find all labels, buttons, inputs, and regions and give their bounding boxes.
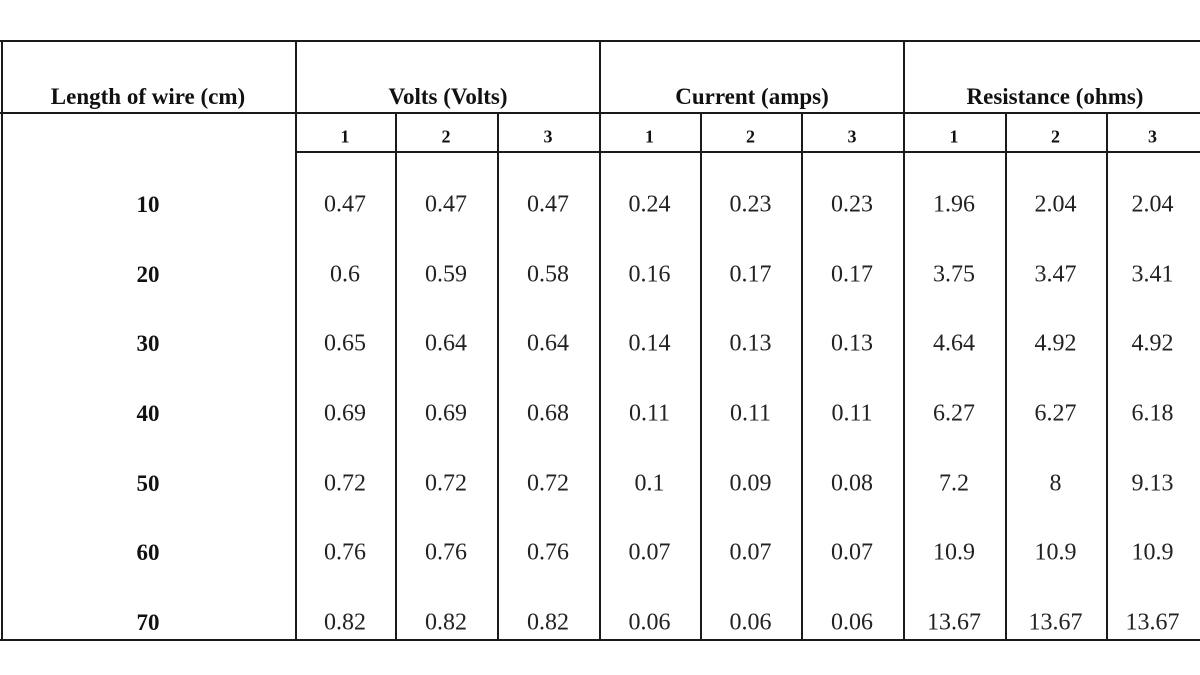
table-cell: 3.41	[1131, 261, 1174, 288]
table-cell: 4.92	[1131, 330, 1174, 357]
table-left-border	[1, 40, 3, 639]
table-cell: 0.07	[729, 539, 772, 566]
table-cell: 0.72	[324, 470, 366, 497]
table-cell: 0.72	[425, 470, 467, 497]
table-cell: 0.07	[628, 539, 671, 566]
row-length: 20	[136, 262, 160, 287]
group-divider	[295, 40, 297, 639]
table-cell: 10.9	[1034, 539, 1077, 566]
table-cell: 0.08	[831, 470, 873, 497]
row-length: 70	[136, 610, 160, 635]
subheader-trial: 3	[1148, 126, 1157, 147]
column-divider	[1106, 112, 1108, 639]
row-length: 60	[136, 540, 160, 565]
table-cell: 0.14	[628, 330, 671, 357]
table-cell: 0.82	[527, 609, 569, 636]
header-current: Current (amps)	[675, 84, 829, 109]
row-length: 50	[136, 471, 160, 496]
table-cell: 6.27	[1034, 400, 1077, 427]
subheader-trial: 1	[645, 126, 654, 147]
table-cell: 0.76	[324, 539, 366, 566]
header-resistance: Resistance (ohms)	[966, 84, 1144, 109]
table-cell: 0.64	[425, 330, 467, 357]
table-cell: 0.1	[634, 470, 665, 497]
subheader-trial: 3	[543, 126, 553, 147]
table-cell: 0.11	[729, 400, 772, 427]
subheader-trial: 2	[441, 126, 451, 147]
header-volts: Volts (Volts)	[388, 84, 508, 109]
table-cell: 13.67	[1028, 609, 1083, 636]
table-cell: 0.76	[527, 539, 569, 566]
table-cell: 0.16	[628, 261, 671, 288]
table-cell: 0.69	[425, 400, 467, 427]
table-cell: 0.82	[425, 609, 467, 636]
table-cell: 0.6	[330, 261, 360, 288]
subheader-trial: 2	[1051, 126, 1060, 147]
subheader-trial: 1	[949, 126, 959, 147]
table-cell: 0.06	[729, 609, 772, 636]
table-cell: 0.72	[527, 470, 569, 497]
table-cell: 10.9	[933, 539, 975, 566]
table-cell: 0.13	[831, 330, 873, 357]
table-cell: 0.23	[729, 191, 772, 218]
table-cell: 2.04	[1131, 191, 1174, 218]
table-cell: 0.59	[425, 261, 467, 288]
column-divider	[395, 112, 397, 639]
table-cell: 6.27	[933, 400, 975, 427]
table-cell: 0.65	[324, 330, 366, 357]
table-cell: 0.64	[527, 330, 569, 357]
row-length: 30	[136, 331, 160, 356]
table-cell: 3.47	[1034, 261, 1077, 288]
table-cell: 0.17	[729, 261, 772, 288]
table-cell: 13.67	[1125, 609, 1180, 636]
row-length: 10	[136, 192, 160, 217]
table-cell: 2.04	[1034, 191, 1077, 218]
table-cell: 1.96	[933, 191, 975, 218]
table-cell: 4.92	[1034, 330, 1077, 357]
column-divider	[1005, 112, 1007, 639]
table-cell: 3.75	[933, 261, 975, 288]
group-divider	[599, 40, 601, 639]
column-divider	[801, 112, 803, 639]
table-cell: 0.68	[527, 400, 569, 427]
group-divider	[903, 40, 905, 639]
table-cell: 0.17	[831, 261, 873, 288]
table-cell: 13.67	[927, 609, 981, 636]
table-cell: 0.82	[324, 609, 366, 636]
table-cell: 10.9	[1131, 539, 1174, 566]
table-cell: 4.64	[933, 330, 975, 357]
table-cell: 0.24	[628, 191, 671, 218]
table-cell: 0.07	[831, 539, 873, 566]
table-bottom-border	[0, 639, 1200, 641]
table-cell: 0.23	[831, 191, 873, 218]
row-length: 40	[136, 401, 160, 426]
subheader-divider	[295, 151, 1200, 153]
table-cell: 0.76	[425, 539, 467, 566]
table-cell: 0.11	[628, 400, 671, 427]
header-length: Length of wire (cm)	[50, 84, 246, 109]
table-cell: 6.18	[1131, 400, 1174, 427]
column-divider	[700, 112, 702, 639]
table-cell: 0.69	[324, 400, 366, 427]
table-cell: 0.47	[324, 191, 366, 218]
subheader-trial: 3	[847, 126, 857, 147]
table-cell: 0.11	[831, 400, 873, 427]
table-cell: 0.47	[425, 191, 467, 218]
table-cell: 0.09	[729, 470, 772, 497]
table-cell: 0.47	[527, 191, 569, 218]
table-cell: 0.06	[628, 609, 671, 636]
table-cell: 0.06	[831, 609, 873, 636]
subheader-trial: 1	[340, 126, 350, 147]
table-cell: 9.13	[1131, 470, 1174, 497]
table-cell: 8	[1049, 470, 1062, 497]
table-cell: 0.58	[527, 261, 569, 288]
table-cell: 0.13	[729, 330, 772, 357]
table-cell: 7.2	[939, 470, 969, 497]
subheader-trial: 2	[746, 126, 755, 147]
column-divider	[497, 112, 499, 639]
